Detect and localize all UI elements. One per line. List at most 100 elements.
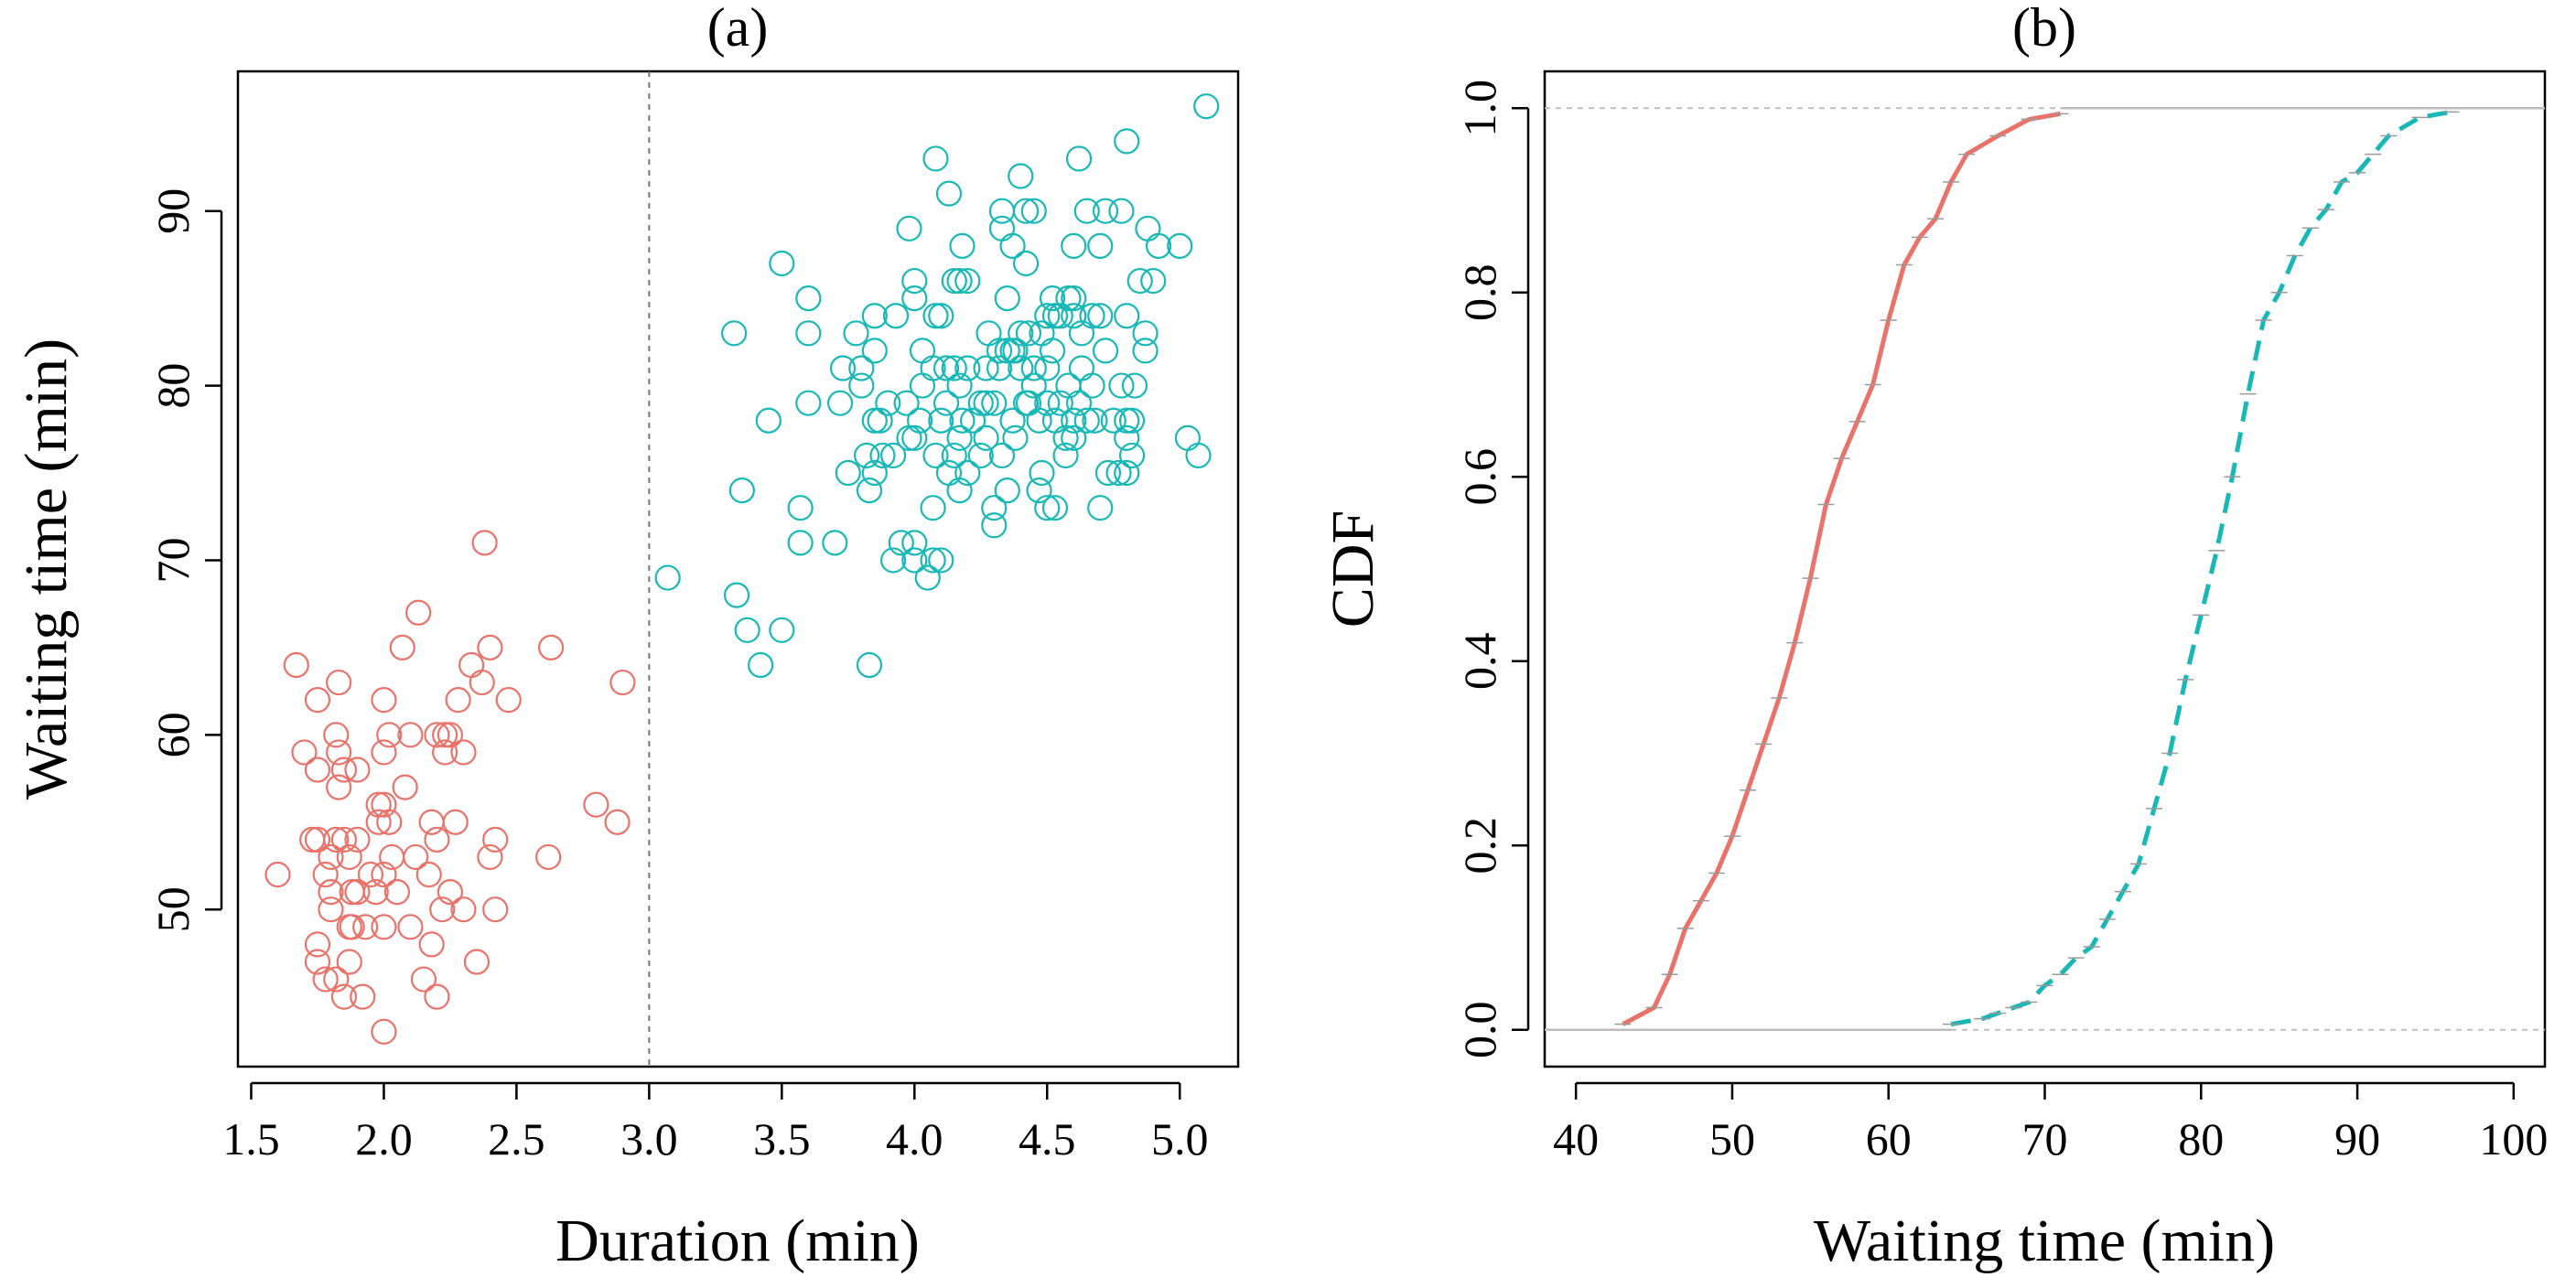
scatter-point-group-1 (352, 914, 379, 940)
scatter-point-group-2 (994, 338, 1020, 364)
scatter-point-group-1 (538, 634, 565, 660)
scatter-point-group-2 (1135, 215, 1161, 242)
scatter-point-group-2 (954, 459, 981, 487)
scatter-point-group-2 (1118, 407, 1146, 434)
scatter-point-group-1 (424, 722, 450, 748)
scatter-point-group-1 (418, 809, 445, 835)
scatter-point-group-2 (914, 564, 941, 591)
scatter-point-group-2 (1061, 303, 1087, 329)
scatter-point-group-2 (1061, 424, 1087, 451)
scatter-point-group-2 (1041, 495, 1069, 521)
panel-a-y-tick-label: 80 (147, 363, 199, 409)
scatter-point-group-2 (901, 424, 928, 451)
scatter-point-group-2 (1108, 198, 1135, 224)
scatter-point-group-1 (371, 1018, 397, 1045)
scatter-point-group-2 (1118, 442, 1146, 469)
scatter-point-group-2 (1020, 372, 1047, 399)
scatter-point-group-2 (1082, 407, 1108, 434)
scatter-point-group-1 (326, 669, 352, 696)
scatter-point-group-2 (909, 338, 936, 364)
scatter-point-group-2 (822, 530, 848, 556)
scatter-point-group-1 (403, 843, 429, 871)
scatter-point-group-2 (988, 442, 1016, 469)
scatter-point-group-2 (1121, 372, 1148, 399)
scatter-point-group-2 (935, 180, 963, 207)
cdf-line-group-2 (1950, 109, 2452, 1027)
scatter-point-group-2 (1052, 424, 1079, 451)
scatter-point-group-1 (336, 843, 362, 871)
scatter-point-group-2 (994, 285, 1020, 312)
scatter-point-group-1 (299, 826, 326, 853)
scatter-point-group-2 (1020, 355, 1047, 381)
panel-a-points (264, 93, 1220, 1045)
scatter-point-group-2 (861, 338, 888, 364)
scatter-point-group-2 (1002, 424, 1029, 451)
scatter-point-group-2 (1015, 320, 1042, 347)
panel-b-x-tick-label: 50 (1709, 1113, 1755, 1165)
scatter-point-group-2 (1061, 232, 1087, 259)
scatter-point-group-2 (1114, 128, 1140, 155)
scatter-point-group-2 (1114, 407, 1140, 434)
scatter-point-group-2 (1008, 163, 1034, 189)
scatter-point-group-1 (283, 651, 309, 679)
scatter-point-group-2 (941, 442, 967, 469)
panel-b-x-tick-label: 90 (2334, 1113, 2380, 1165)
scatter-point-group-1 (458, 651, 485, 679)
panel-a-x-tick-label: 4.5 (1019, 1113, 1076, 1165)
panel-b-y-tick-label: 0.0 (1454, 1001, 1505, 1058)
scatter-point-group-2 (1140, 267, 1167, 295)
scatter-point-group-2 (1065, 390, 1093, 416)
scatter-point-group-1 (463, 949, 490, 975)
panel-a-y-label: Waiting time (min) (13, 338, 80, 800)
scatter-point-group-1 (312, 861, 339, 888)
panel-b-plot-frame (1543, 70, 2547, 1068)
scatter-point-group-1 (304, 687, 331, 714)
scatter-point-group-1 (383, 879, 411, 906)
scatter-point-group-2 (1114, 303, 1140, 329)
scatter-point-group-1 (432, 722, 458, 748)
scatter-point-group-2 (1087, 303, 1114, 329)
panel-a-x-axis: 1.5 2.0 2.5 3.0 3.5 4.0 4.5 5.0 (222, 1081, 1208, 1165)
panel-b-y-label: CDF (1320, 510, 1386, 628)
panel-b-y-tick-label: 0.6 (1454, 448, 1505, 506)
scatter-point-group-2 (1092, 198, 1119, 224)
scatter-point-group-2 (880, 547, 907, 574)
scatter-point-group-1 (318, 843, 344, 871)
scatter-point-group-2 (1132, 338, 1159, 364)
scatter-point-group-2 (1002, 338, 1029, 364)
scatter-point-group-1 (323, 826, 350, 853)
scatter-point-group-2 (769, 250, 795, 277)
scatter-point-group-2 (1068, 355, 1095, 381)
scatter-point-group-2 (922, 145, 949, 172)
scatter-point-group-2 (967, 442, 994, 469)
scatter-point-group-2 (896, 215, 922, 242)
scatter-point-group-2 (787, 530, 814, 556)
scatter-point-group-2 (949, 232, 975, 259)
scatter-point-group-2 (880, 442, 907, 469)
scatter-point-group-2 (973, 355, 999, 381)
scatter-point-group-1 (371, 739, 397, 766)
scatter-point-group-2 (1079, 372, 1105, 399)
scatter-point-group-2 (795, 285, 822, 312)
scatter-point-group-2 (1094, 459, 1122, 487)
scatter-point-group-2 (988, 198, 1016, 224)
scatter-point-group-1 (442, 809, 469, 835)
scatter-point-group-2 (854, 442, 880, 469)
scatter-point-group-1 (437, 722, 464, 748)
scatter-point-group-1 (392, 774, 418, 800)
scatter-point-group-2 (1034, 355, 1061, 381)
scatter-point-group-2 (896, 424, 922, 451)
scatter-point-group-2 (941, 267, 967, 295)
scatter-point-group-2 (920, 547, 946, 574)
scatter-point-group-1 (304, 757, 331, 783)
scatter-point-group-2 (959, 407, 986, 434)
scatter-point-group-2 (882, 303, 910, 329)
scatter-point-group-2 (920, 495, 946, 521)
panel-b-y-tick-label: 0.4 (1454, 632, 1505, 690)
scatter-point-group-2 (954, 267, 981, 295)
scatter-point-group-1 (450, 896, 477, 923)
scatter-point-group-1 (330, 983, 358, 1010)
scatter-point-group-2 (946, 267, 973, 295)
scatter-point-group-2 (1073, 407, 1100, 434)
scatter-point-group-1 (371, 914, 397, 940)
